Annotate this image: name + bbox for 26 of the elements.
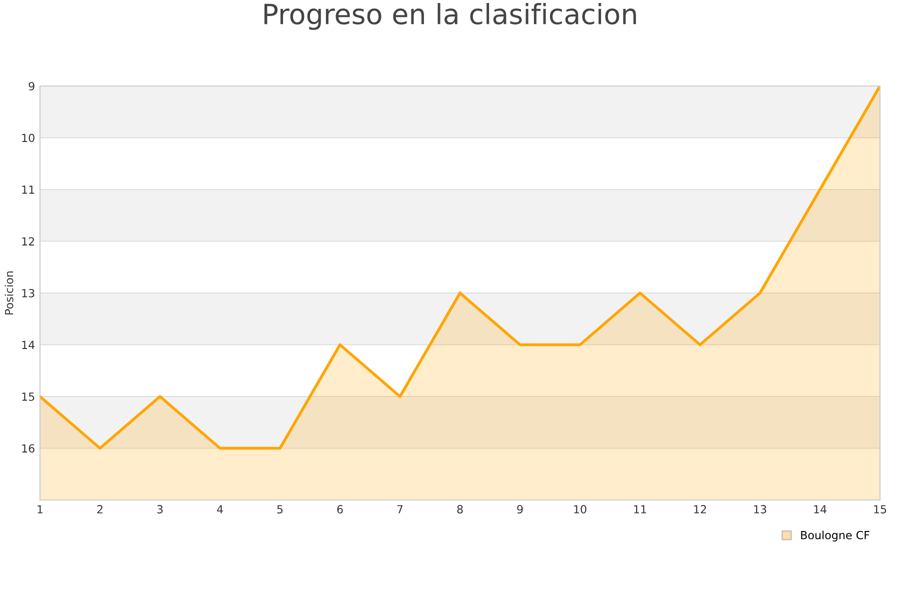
y-tick-label: 9 <box>28 82 34 90</box>
chart-title: Progreso en la clasificacion <box>264 3 636 30</box>
x-tick-label: 12 <box>694 505 706 514</box>
y-tick-label: 16 <box>22 444 34 453</box>
y-tick-label: 11 <box>22 186 34 194</box>
x-tick-label: 10 <box>574 505 586 514</box>
x-tick-label: 11 <box>634 505 646 514</box>
y-tick-label: 10 <box>22 134 34 142</box>
x-tick-label: 3 <box>157 505 163 514</box>
legend-label: Boulogne CF <box>801 530 870 542</box>
x-tick-label: 2 <box>97 505 102 514</box>
y-tick-label: 14 <box>22 340 35 349</box>
x-tick-label: 1 <box>38 505 43 514</box>
x-tick-label: 9 <box>517 505 523 514</box>
x-tick-label: 14 <box>814 505 826 514</box>
x-tick-label: 5 <box>277 505 283 514</box>
y-tick-label: 15 <box>22 392 34 401</box>
x-tick-label: 13 <box>754 505 766 514</box>
y-tick-label: 12 <box>22 237 34 246</box>
x-tick-label: 7 <box>397 505 403 514</box>
x-tick-label: 15 <box>874 505 886 514</box>
x-tick-label: 6 <box>337 505 343 514</box>
x-tick-label: 4 <box>217 505 223 514</box>
y-tick-label: 13 <box>22 288 34 298</box>
x-tick-label: 8 <box>457 505 463 514</box>
y-axis-title: Posicion <box>4 271 14 314</box>
